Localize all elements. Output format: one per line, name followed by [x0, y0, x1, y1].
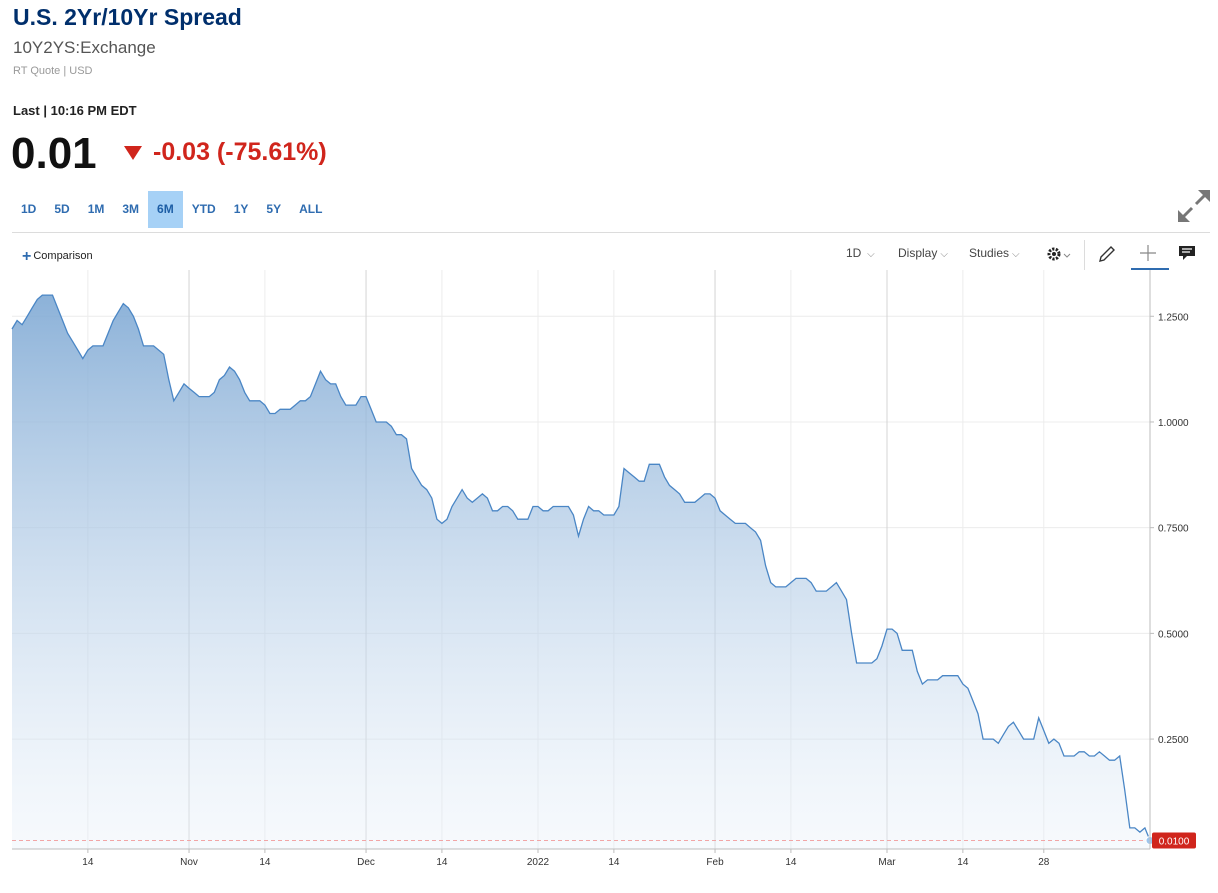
interval-label: 1D — [846, 246, 862, 260]
y-tick-label: 0.5000 — [1158, 629, 1189, 640]
x-tick-label: 14 — [436, 857, 448, 868]
plus-icon: + — [22, 248, 32, 265]
spread-chart: 0.2500 0.5000 0.7500 1.0000 1.2500 14 Nov 14 Dec… — [11, 270, 1196, 868]
crosshair-icon[interactable] — [1139, 244, 1157, 262]
toolbar-separator — [1084, 240, 1085, 270]
price-change: -0.03 (-75.61%) — [153, 138, 327, 166]
range-1m[interactable]: 1M — [87, 202, 105, 216]
active-tool-indicator — [1131, 268, 1169, 270]
expand-icon[interactable] — [1176, 188, 1212, 224]
y-tick-label: 1.0000 — [1158, 418, 1189, 429]
x-tick-label: Nov — [180, 857, 198, 868]
range-1y[interactable]: 1Y — [233, 202, 249, 216]
last-value-badge — [1152, 832, 1196, 849]
spread-line — [11, 294, 1151, 841]
header-divider — [12, 232, 1210, 233]
down-arrow-icon — [124, 146, 142, 160]
comparison-label: Comparison — [33, 250, 93, 262]
range-5y[interactable]: 5Y — [266, 202, 282, 216]
x-tick-label: Dec — [357, 857, 375, 868]
chevron-down-icon: ⌵ — [864, 249, 875, 260]
studies-dropdown[interactable]: Studies ⌵ — [969, 246, 1020, 260]
display-dropdown[interactable]: Display ⌵ — [898, 246, 948, 260]
x-tick-label: Feb — [706, 857, 724, 868]
range-ytd[interactable]: YTD — [191, 202, 216, 216]
display-label: Display — [898, 246, 938, 260]
range-1d[interactable]: 1D — [21, 202, 37, 216]
last-price: 0.01 — [11, 129, 97, 178]
x-tick-label: Mar — [878, 857, 896, 868]
spread-area — [12, 295, 1150, 850]
interval-dropdown[interactable]: 1D ⌵ — [846, 246, 875, 260]
chevron-down-icon: ⌵ — [1012, 249, 1020, 260]
x-tick-label: 28 — [1038, 857, 1050, 868]
range-all[interactable]: ALL — [299, 202, 323, 216]
quote-meta: RT Quote | USD — [13, 65, 93, 77]
symbol-label: 10Y2YS:Exchange — [13, 38, 156, 57]
comparison-button[interactable]: + Comparison — [22, 248, 93, 266]
range-selector: 1D 5D 1M 3M 6M YTD 1Y 5Y ALL — [12, 191, 331, 228]
x-tick-label: 14 — [957, 857, 969, 868]
last-time-label: Last | 10:16 PM EDT — [13, 103, 137, 118]
pencil-icon[interactable] — [1097, 244, 1117, 264]
gear-icon[interactable] — [1046, 246, 1074, 264]
y-tick-label: 0.7500 — [1158, 524, 1189, 535]
range-6m[interactable]: 6M — [148, 191, 183, 228]
page-title: U.S. 2Yr/10Yr Spread — [13, 4, 242, 30]
x-tick-label: 14 — [82, 857, 94, 868]
range-3m[interactable]: 3M — [122, 202, 140, 216]
x-tick-label: 14 — [608, 857, 620, 868]
x-tick-label: 14 — [785, 857, 797, 868]
last-value-label: 0.0100 — [1159, 837, 1190, 848]
y-tick-label: 0.2500 — [1158, 735, 1189, 746]
chat-icon[interactable] — [1178, 245, 1196, 261]
range-5d[interactable]: 5D — [54, 202, 70, 216]
x-tick-label: 14 — [259, 857, 271, 868]
y-tick-label: 1.2500 — [1158, 312, 1189, 323]
x-tick-label: 2022 — [527, 857, 550, 868]
studies-label: Studies — [969, 246, 1010, 260]
chevron-down-icon: ⌵ — [940, 249, 948, 260]
